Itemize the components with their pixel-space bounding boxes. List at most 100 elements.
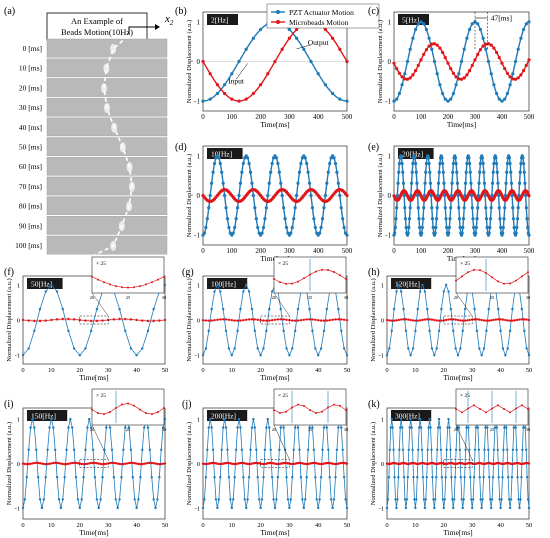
data-point-beads bbox=[210, 319, 213, 322]
x-axis-label: Time[ms] bbox=[447, 120, 476, 129]
data-point-actuator bbox=[525, 347, 528, 350]
data-point-actuator bbox=[500, 99, 504, 103]
data-point-actuator bbox=[525, 476, 529, 479]
inset-x-tick-label: 20 bbox=[90, 427, 95, 432]
chart-b: (b)2[Hz]0 100 200 300 400 50010-1Time[ms]Norm… bbox=[175, 3, 380, 129]
data-point-actuator bbox=[238, 181, 243, 185]
inset-frame bbox=[273, 388, 347, 426]
data-point-actuator bbox=[55, 476, 59, 479]
data-point-actuator bbox=[508, 506, 512, 510]
data-point-beads bbox=[259, 319, 262, 322]
frequency-tag: 200[Hz] bbox=[207, 410, 248, 421]
inset-data-point bbox=[303, 277, 305, 280]
x-tick-label: 200 bbox=[255, 247, 266, 255]
data-point-actuator bbox=[89, 329, 93, 333]
data-point-actuator bbox=[220, 448, 223, 451]
data-point-actuator bbox=[463, 181, 468, 185]
x-tick-label: 20 bbox=[77, 367, 84, 374]
data-point-actuator bbox=[460, 498, 463, 501]
y-tick-label: 1 bbox=[381, 417, 384, 424]
data-point-actuator bbox=[265, 426, 268, 429]
data-point-actuator bbox=[453, 476, 457, 479]
x-tick-label: 30 bbox=[286, 522, 293, 529]
y-axis-label: Normalized Displacement (a.u.) bbox=[186, 20, 193, 103]
data-point-actuator bbox=[481, 161, 485, 166]
data-point-beads bbox=[131, 461, 135, 465]
data-point-beads bbox=[397, 318, 401, 322]
data-point-actuator bbox=[428, 170, 432, 174]
data-point-actuator bbox=[457, 217, 462, 221]
data-point-beads bbox=[426, 318, 429, 321]
data-point-actuator bbox=[297, 170, 302, 174]
data-point-actuator bbox=[240, 170, 244, 174]
series-group bbox=[392, 154, 531, 237]
data-point-actuator bbox=[454, 83, 458, 87]
inset-scale-label: × 25 bbox=[96, 261, 106, 267]
inset-data-point bbox=[473, 404, 475, 407]
data-point-beads bbox=[161, 462, 165, 466]
data-point-beads bbox=[331, 36, 335, 40]
data-point-beads bbox=[430, 42, 434, 46]
y-tick-label: 1 bbox=[388, 18, 392, 26]
data-point-actuator bbox=[505, 161, 509, 166]
frequency-tag-label: 150[Hz] bbox=[31, 412, 56, 421]
frequency-tag-label: 50[Hz] bbox=[31, 280, 52, 289]
y-axis-label: Normalized Displacement (a.u.) bbox=[377, 154, 384, 237]
data-point-actuator bbox=[252, 417, 255, 421]
data-point-actuator bbox=[141, 347, 144, 350]
x-tick-label: 30 bbox=[469, 522, 476, 529]
data-point-actuator bbox=[461, 506, 464, 510]
frequency-tag-label: 2[Hz] bbox=[211, 16, 229, 25]
frequency-tag: 50[Hz] bbox=[27, 278, 63, 289]
inset-data-point bbox=[121, 286, 123, 289]
inset-data-point bbox=[333, 403, 335, 406]
data-point-actuator bbox=[512, 426, 516, 429]
data-point-actuator bbox=[424, 498, 428, 501]
inset-data-point bbox=[163, 275, 165, 278]
x-tick-label: 10 bbox=[412, 367, 419, 374]
inset-frame bbox=[455, 256, 529, 294]
y-tick-label: -1 bbox=[195, 505, 200, 512]
data-point-actuator bbox=[259, 27, 263, 32]
data-point-actuator bbox=[421, 476, 425, 479]
data-point-actuator bbox=[503, 206, 507, 210]
data-point-actuator bbox=[319, 476, 323, 479]
bead-spot bbox=[101, 83, 108, 94]
data-point-beads bbox=[484, 42, 488, 46]
y-tick-label: -1 bbox=[385, 98, 391, 106]
data-point-beads bbox=[504, 318, 507, 322]
data-point-actuator bbox=[491, 170, 495, 174]
data-point-beads bbox=[492, 318, 495, 322]
data-point-actuator bbox=[242, 290, 245, 293]
series-group bbox=[201, 417, 349, 510]
data-point-beads bbox=[390, 319, 393, 322]
inset-data-point bbox=[339, 274, 341, 277]
data-point-actuator bbox=[458, 448, 462, 451]
inset-data-point bbox=[145, 283, 147, 286]
data-point-actuator bbox=[522, 170, 526, 174]
data-point-actuator bbox=[205, 217, 209, 221]
y-tick-label: -1 bbox=[379, 505, 384, 512]
data-point-beads bbox=[395, 319, 398, 322]
data-point-actuator bbox=[269, 448, 272, 451]
data-point-actuator bbox=[527, 20, 531, 24]
inset-data-point bbox=[115, 285, 117, 288]
chart-i: (i)150[Hz]0 10 20 30 40 5010-1Time[ms]Normali… bbox=[4, 388, 168, 537]
data-point-beads bbox=[345, 193, 349, 198]
data-point-actuator bbox=[110, 448, 114, 451]
data-point-actuator bbox=[487, 307, 490, 311]
data-point-actuator bbox=[492, 161, 496, 166]
data-point-beads bbox=[345, 59, 349, 64]
data-point-actuator bbox=[390, 329, 393, 333]
frequency-tag-label: 5[Hz] bbox=[402, 16, 420, 25]
data-point-beads bbox=[84, 462, 87, 466]
data-point-beads bbox=[525, 318, 528, 321]
data-point-actuator bbox=[76, 498, 80, 501]
data-point-beads bbox=[299, 319, 303, 322]
x-axis-label: Time[ms] bbox=[260, 528, 289, 537]
data-point-beads bbox=[293, 319, 297, 322]
data-point-actuator bbox=[511, 206, 515, 210]
frequency-tag-bg bbox=[398, 148, 434, 159]
data-point-beads bbox=[456, 318, 460, 322]
data-point-beads bbox=[311, 318, 314, 321]
